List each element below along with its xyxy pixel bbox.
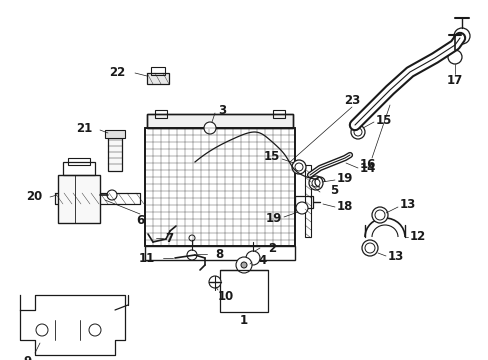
Bar [272, 110, 285, 118]
Text: 20: 20 [26, 190, 42, 203]
Circle shape [203, 122, 216, 134]
Text: 18: 18 [336, 201, 353, 213]
Circle shape [186, 250, 197, 260]
Text: 13: 13 [387, 251, 404, 264]
Text: 17: 17 [446, 73, 462, 86]
Circle shape [311, 179, 319, 187]
Text: 19: 19 [265, 211, 282, 225]
Text: 6: 6 [136, 213, 144, 226]
Circle shape [208, 276, 221, 288]
Text: 12: 12 [409, 230, 426, 243]
Text: 16: 16 [359, 158, 375, 171]
Circle shape [364, 243, 374, 253]
Circle shape [241, 262, 246, 268]
Text: 22: 22 [108, 66, 125, 78]
Text: 14: 14 [359, 162, 376, 175]
Bar [108, 135, 122, 171]
Circle shape [107, 190, 117, 200]
Bar [147, 114, 292, 128]
Bar [55, 193, 140, 204]
Bar [58, 175, 100, 223]
Circle shape [295, 202, 307, 214]
Bar [145, 128, 294, 246]
Bar [151, 67, 164, 75]
Circle shape [374, 210, 384, 220]
Bar [147, 73, 169, 84]
Circle shape [447, 50, 461, 64]
Text: 3: 3 [218, 104, 225, 117]
Text: 13: 13 [399, 198, 415, 211]
Bar [155, 110, 167, 118]
Text: 15: 15 [375, 113, 391, 126]
Bar [220, 270, 267, 312]
Text: 21: 21 [76, 122, 92, 135]
Circle shape [371, 207, 387, 223]
Circle shape [245, 251, 260, 265]
Bar [63, 162, 95, 175]
Bar [105, 130, 125, 138]
Circle shape [36, 324, 48, 336]
Circle shape [291, 160, 305, 174]
Text: 1: 1 [240, 314, 247, 327]
Bar [55, 193, 140, 204]
Text: 4: 4 [258, 253, 265, 266]
Text: 2: 2 [267, 242, 276, 255]
Bar [68, 158, 90, 165]
Bar [305, 165, 310, 237]
Text: 7: 7 [164, 231, 173, 244]
Circle shape [353, 128, 361, 136]
Circle shape [308, 176, 323, 190]
Text: 19: 19 [336, 171, 353, 184]
Circle shape [361, 240, 377, 256]
Circle shape [350, 125, 364, 139]
Circle shape [89, 324, 101, 336]
Circle shape [453, 28, 469, 44]
Text: 8: 8 [215, 248, 223, 261]
Text: 15: 15 [263, 150, 280, 163]
Text: 11: 11 [139, 252, 155, 265]
Circle shape [189, 235, 195, 241]
Text: 5: 5 [329, 184, 338, 197]
Text: 10: 10 [218, 290, 234, 303]
Bar [294, 196, 312, 208]
Circle shape [294, 163, 303, 171]
Bar [147, 114, 292, 128]
Text: 9: 9 [24, 355, 32, 360]
Bar [145, 128, 294, 246]
Circle shape [236, 257, 251, 273]
Text: 23: 23 [343, 94, 359, 107]
Bar [145, 246, 294, 260]
